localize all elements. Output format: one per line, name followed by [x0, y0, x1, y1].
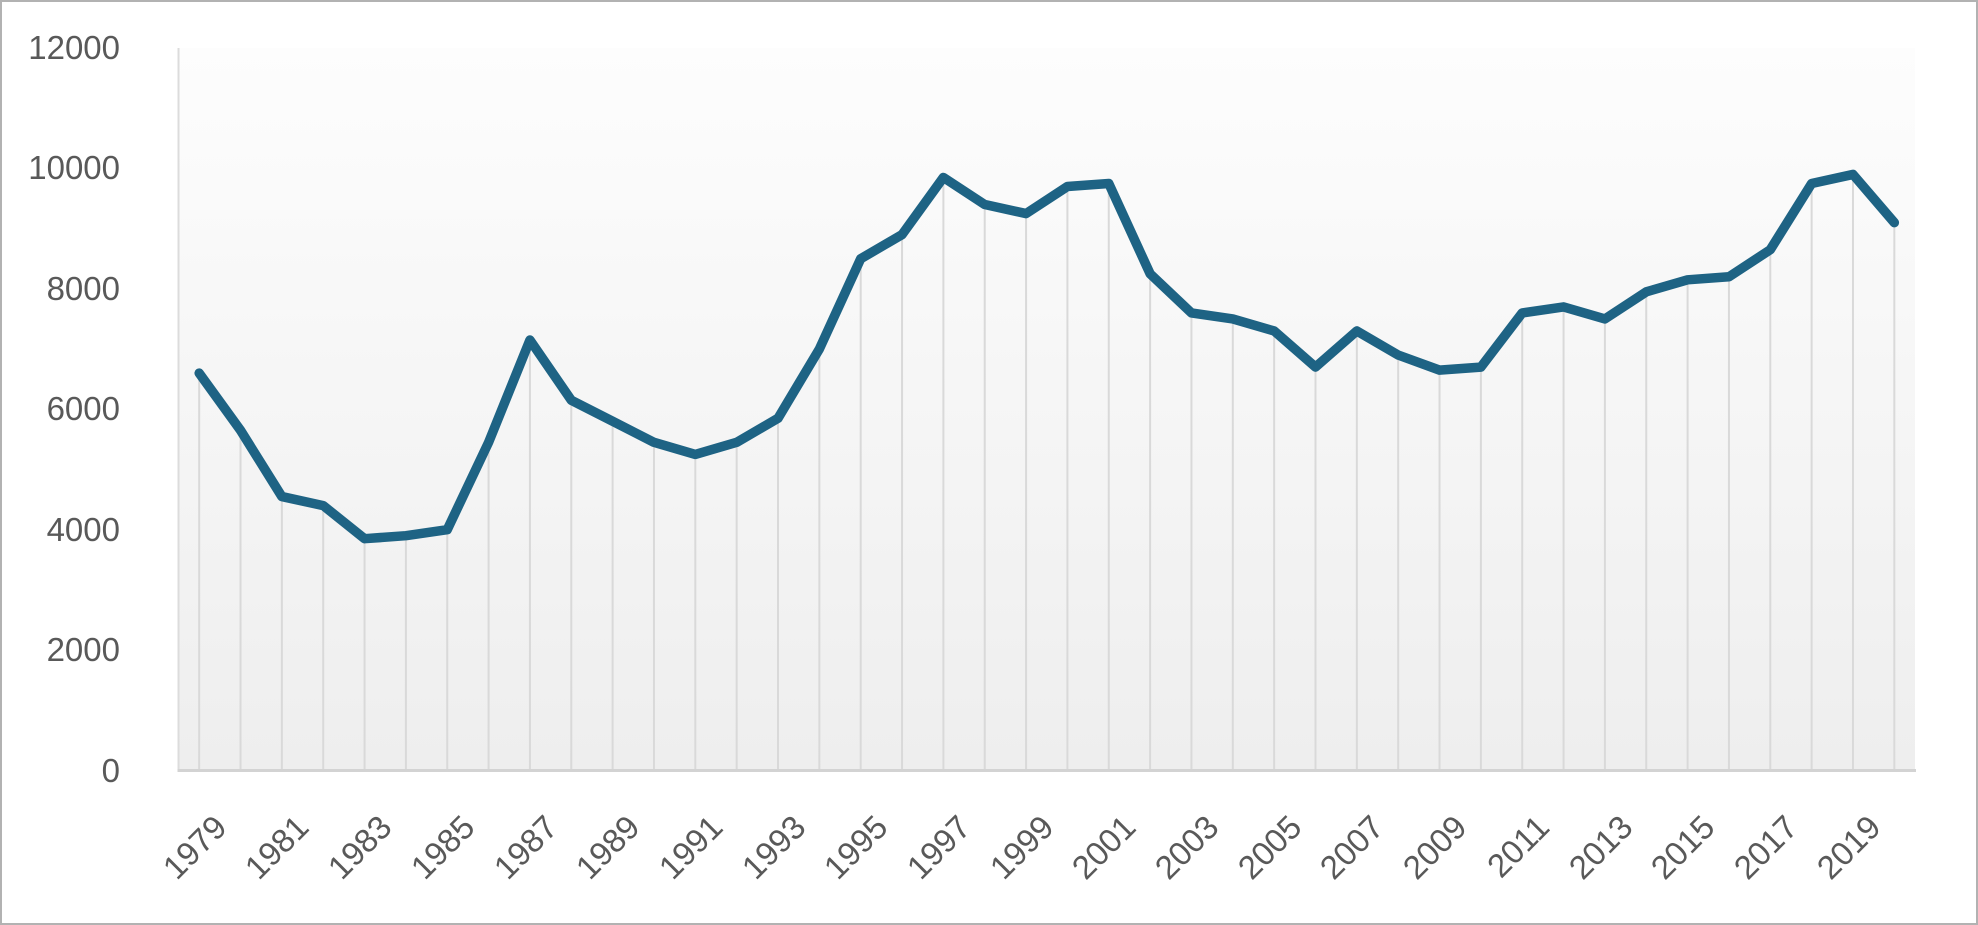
y-axis-tick-label: 2000 — [46, 631, 120, 669]
series-line — [194, 169, 1900, 544]
y-axis-tick-label: 10000 — [28, 149, 120, 187]
y-axis-tick-label: 8000 — [46, 269, 120, 307]
drop-lines — [198, 176, 1896, 771]
y-axis-tick-label: 12000 — [28, 29, 120, 66]
y-axis-tick-label: 6000 — [46, 390, 120, 428]
y-axis-tick-label: 0 — [101, 751, 120, 789]
plot-area-background — [178, 48, 1915, 771]
y-axis-tick-label: 4000 — [46, 510, 120, 548]
